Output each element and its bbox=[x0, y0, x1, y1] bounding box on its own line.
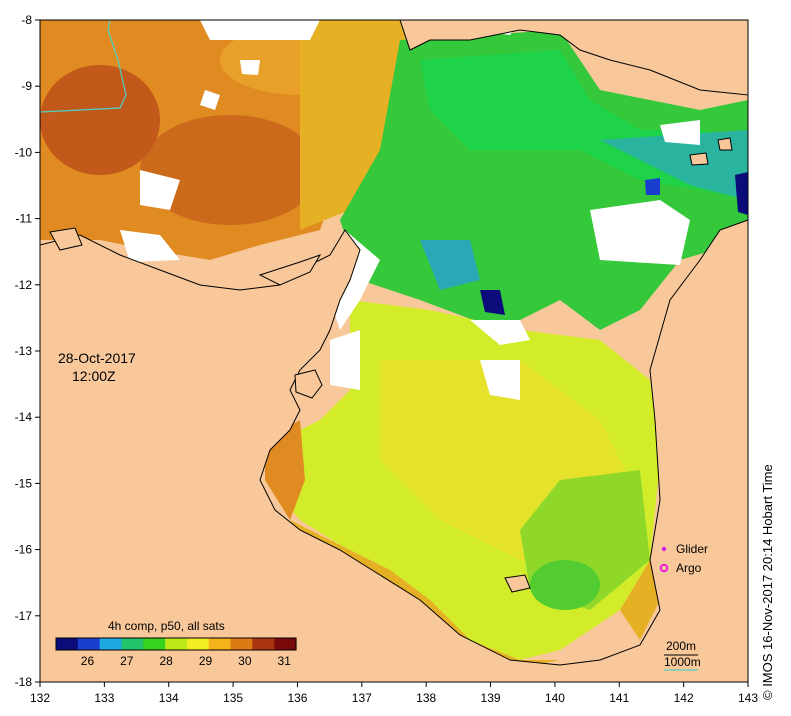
lat-tick-label: -12 bbox=[15, 278, 33, 292]
colorbar-tick-label: 28 bbox=[159, 654, 173, 668]
colorbar: 4h comp, p50, all sats 26 27 28 29 30 31 bbox=[55, 619, 297, 668]
contour-legend: 200m 1000m bbox=[664, 639, 701, 671]
glider-label: Glider bbox=[676, 542, 708, 556]
colorbar-tick-label: 26 bbox=[81, 654, 95, 668]
lat-tick-label: -17 bbox=[15, 609, 33, 623]
lon-tick-label: 137 bbox=[352, 691, 372, 705]
lat-tick-label: -8 bbox=[21, 13, 32, 27]
lat-tick-label: -9 bbox=[21, 79, 32, 93]
colorbar-tick-label: 31 bbox=[278, 654, 292, 668]
lon-tick-label: 142 bbox=[674, 691, 694, 705]
credit-text: © IMOS 16-Nov-2017 20:14 Hobart Time bbox=[760, 464, 775, 700]
colorbar-border bbox=[55, 637, 297, 651]
colorbar-gradient bbox=[55, 637, 297, 651]
colorbar-tick-label: 30 bbox=[238, 654, 252, 668]
colorbar-segment bbox=[143, 638, 166, 650]
colorbar-segment bbox=[56, 638, 79, 650]
lat-tick-label: -13 bbox=[15, 344, 33, 358]
glider-icon bbox=[661, 546, 667, 552]
lat-tick-label: -16 bbox=[15, 543, 33, 557]
lon-tick-label: 136 bbox=[287, 691, 307, 705]
boundary-line bbox=[39, 19, 127, 113]
lon-tick-label: 141 bbox=[609, 691, 629, 705]
lon-tick-label: 139 bbox=[481, 691, 501, 705]
colorbar-title: 4h comp, p50, all sats bbox=[108, 619, 225, 633]
contour-1000-label: 1000m bbox=[664, 655, 701, 669]
argo-icon bbox=[659, 563, 669, 573]
colorbar-segment bbox=[121, 638, 144, 650]
colorbar-segment bbox=[99, 638, 123, 650]
lat-tick-label: -11 bbox=[16, 212, 33, 226]
colorbar-segment bbox=[186, 638, 210, 650]
lon-tick-label: 135 bbox=[223, 691, 243, 705]
lat-tick-label: -10 bbox=[15, 145, 33, 159]
colorbar-segment bbox=[77, 638, 101, 650]
colorbar-segment bbox=[252, 638, 275, 650]
lon-tick-label: 138 bbox=[416, 691, 436, 705]
lon-tick-label: 133 bbox=[94, 691, 114, 705]
axis-ticks bbox=[35, 19, 749, 687]
lon-tick-label: 143 bbox=[738, 691, 758, 705]
lon-tick-label: 140 bbox=[545, 691, 565, 705]
colorbar-segment bbox=[208, 638, 232, 650]
colorbar-tick-label: 29 bbox=[199, 654, 213, 668]
lat-tick-label: -14 bbox=[15, 410, 33, 424]
contour-200-label: 200m bbox=[666, 639, 696, 653]
colorbar-ticks: 26 27 28 29 30 31 bbox=[81, 654, 291, 668]
time-label: 12:00Z bbox=[72, 368, 116, 384]
longitude-labels: 132 133 134 135 136 137 138 139 140 141 142 143 bbox=[30, 691, 758, 705]
lon-tick-label: 132 bbox=[30, 691, 50, 705]
colorbar-segment bbox=[230, 638, 253, 650]
minor-coastlines bbox=[49, 227, 322, 286]
date-label: 28-Oct-2017 bbox=[58, 350, 136, 366]
colorbar-segment bbox=[165, 638, 188, 650]
sea-surface-temperature-field bbox=[40, 20, 748, 668]
colorbar-tick-label: 27 bbox=[120, 654, 134, 668]
argo-label: Argo bbox=[676, 561, 702, 575]
lon-tick-label: 134 bbox=[159, 691, 179, 705]
lat-tick-label: -18 bbox=[15, 675, 33, 689]
lat-tick-label: -15 bbox=[15, 476, 33, 490]
colorbar-segment bbox=[274, 638, 297, 650]
latitude-labels: -8 -9 -10 -11 -12 -13 -14 -15 -16 -17 -18 bbox=[15, 13, 33, 689]
platform-legend: Glider Argo bbox=[659, 542, 708, 575]
